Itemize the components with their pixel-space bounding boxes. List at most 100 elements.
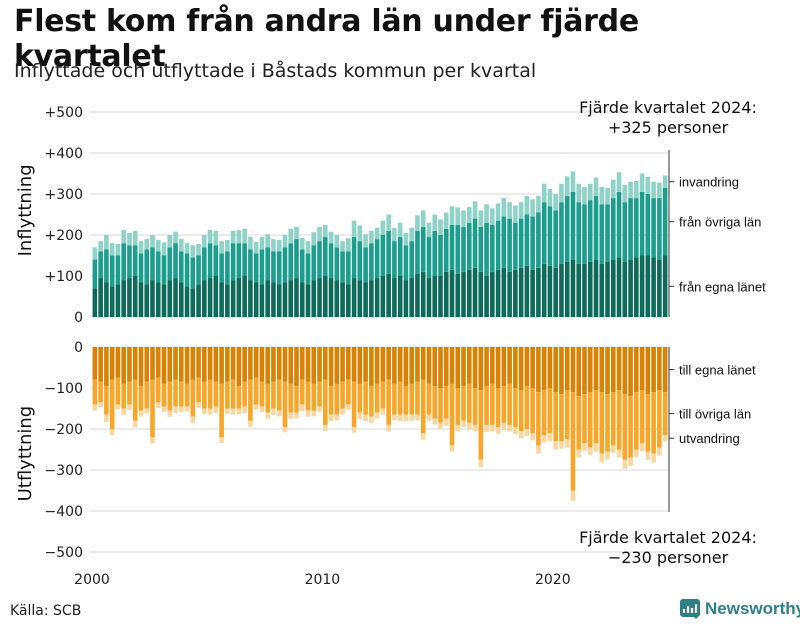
bar-in_other [616, 191, 622, 258]
y-tick-label: 0 [74, 310, 83, 326]
bar-in_own [369, 280, 374, 317]
bar-out_own [628, 347, 633, 397]
annotation-line-2: +325 personer [608, 118, 729, 137]
bar-out_own [271, 347, 276, 382]
bar-out_other [92, 379, 98, 405]
bar-out_other [634, 392, 639, 450]
bar-in_other [420, 226, 426, 272]
bar-in_own [599, 263, 605, 317]
bar-in_own [219, 282, 224, 317]
bar-in_abroad [501, 198, 507, 217]
annotation-line-1: Fjärde kvartalet 2024: [579, 98, 757, 117]
bar-out_other [455, 388, 461, 425]
bar-in_abroad [587, 183, 593, 201]
bar-out_abroad [92, 404, 98, 411]
bar-out_other [311, 383, 317, 411]
bar-in_own [576, 263, 582, 317]
bar-out_own [564, 347, 570, 391]
bar-in_other [484, 222, 489, 276]
bar-in_other [443, 228, 449, 272]
bar-in_own [299, 282, 305, 317]
bar-out_own [248, 347, 253, 380]
y-tick-label: +500 [45, 105, 83, 121]
bar-out_own [190, 347, 196, 380]
bar-in_other [559, 202, 564, 264]
bar-in_abroad [513, 205, 518, 223]
bar-in_own [213, 276, 219, 317]
chart-subtitle: Inflyttade och utflyttade i Båstads komm… [14, 60, 537, 82]
bar-in_abroad [386, 214, 391, 231]
bar-out_other [369, 385, 374, 417]
legend-label-out_own: till egna länet [679, 363, 756, 378]
bar-in_abroad [582, 187, 587, 205]
bar-out_abroad [230, 408, 236, 415]
bar-out_own [161, 347, 167, 384]
bar-in_other [282, 247, 288, 283]
bar-in_abroad [478, 210, 484, 227]
bar-in_other [593, 196, 599, 260]
bar-out_other [322, 379, 328, 425]
bar-out_abroad [403, 414, 409, 422]
bar-out_own [311, 347, 317, 384]
bar-out_own [449, 347, 455, 384]
bar-in_own [202, 280, 207, 317]
bar-out_other [657, 390, 662, 448]
bar-out_own [490, 347, 495, 384]
brand-name: Newsworthy [705, 599, 800, 618]
bar-in_own [322, 276, 328, 317]
bar-in_abroad [392, 228, 397, 242]
bar-out_abroad [593, 443, 599, 452]
bar-in_other [415, 230, 420, 274]
bar-out_own [92, 347, 98, 380]
bar-out_other [645, 394, 651, 452]
bar-out_other [426, 383, 432, 415]
bar-out_own [576, 347, 582, 397]
bar-in_abroad [121, 230, 126, 244]
bar-in_other [622, 202, 628, 262]
bar-out_abroad [282, 426, 288, 433]
bar-out_abroad [242, 406, 247, 414]
bar-in_other [230, 243, 236, 281]
bar-out_other [242, 381, 247, 407]
bar-out_own [213, 347, 219, 382]
bar-out_abroad [305, 410, 311, 417]
bar-out_abroad [184, 406, 190, 412]
bar-out_abroad [386, 424, 391, 432]
bar-in_own [501, 267, 507, 317]
bar-in_own [622, 261, 628, 317]
bar-out_own [657, 347, 662, 391]
bar-out_own [98, 347, 103, 382]
bar-out_own [392, 347, 397, 384]
bar-out_abroad [380, 408, 386, 415]
bar-in_abroad [397, 222, 403, 238]
bar-in_other [438, 235, 443, 276]
bar-in_own [109, 286, 115, 317]
bar-in_own [196, 284, 201, 317]
bar-in_other [184, 253, 190, 287]
bar-out_abroad [570, 490, 576, 501]
bar-out_abroad [536, 445, 541, 454]
bar-out_abroad [369, 416, 374, 423]
bar-out_other [115, 377, 121, 405]
bar-in_own [248, 280, 253, 317]
bar-out_abroad [478, 459, 484, 468]
bar-in_abroad [622, 184, 628, 203]
bar-in_other [248, 249, 253, 281]
bar-out_own [374, 347, 380, 384]
bar-out_abroad [202, 408, 207, 414]
bar-out_abroad [317, 406, 322, 412]
bar-in_other [138, 253, 144, 283]
bar-in_other [340, 251, 345, 283]
bar-out_own [530, 347, 535, 388]
bar-out_other [559, 394, 564, 442]
bar-in_other [178, 251, 184, 283]
bar-in_own [92, 288, 98, 317]
bar-in_other [196, 255, 201, 285]
bar-in_abroad [178, 239, 184, 252]
y-tick-label: +200 [45, 228, 83, 244]
annotation-line-2: −230 personer [608, 548, 729, 567]
bar-in_other [121, 243, 126, 281]
bar-out_own [322, 347, 328, 380]
bar-in_other [351, 237, 357, 279]
bar-in_own [150, 280, 155, 317]
